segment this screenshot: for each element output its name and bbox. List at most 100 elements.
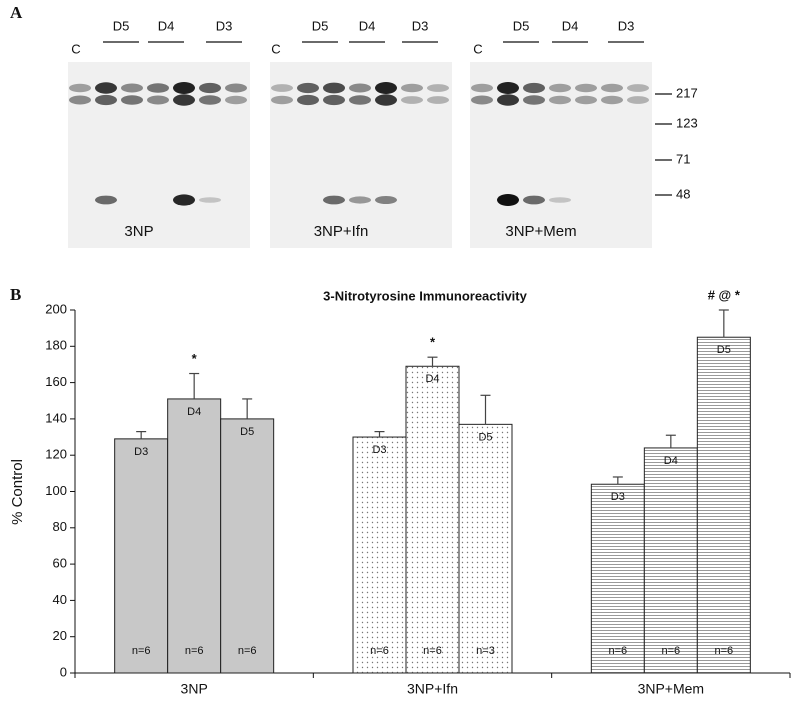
chart-title: 3-Nitrotyrosine Immunoreactivity bbox=[323, 288, 527, 303]
y-tick-label: 100 bbox=[45, 483, 67, 498]
y-tick-label: 120 bbox=[45, 447, 67, 462]
blot bbox=[68, 62, 250, 248]
bar-label: D3 bbox=[134, 446, 148, 458]
y-axis-label: % Control bbox=[9, 459, 26, 525]
bar bbox=[220, 418, 275, 674]
size-marker: 71 bbox=[676, 151, 690, 166]
band bbox=[401, 83, 423, 93]
band bbox=[271, 84, 293, 92]
bar-label: D3 bbox=[372, 444, 386, 456]
blot-label: 3NP+Mem bbox=[505, 223, 576, 240]
band bbox=[375, 82, 397, 94]
y-tick-label: 200 bbox=[45, 301, 67, 316]
band bbox=[225, 83, 247, 93]
band bbox=[297, 82, 319, 94]
blot bbox=[270, 62, 452, 248]
band bbox=[199, 82, 221, 94]
annotation: * bbox=[192, 351, 198, 366]
band bbox=[173, 94, 195, 106]
size-marker: 217 bbox=[676, 85, 698, 100]
band bbox=[349, 95, 371, 105]
y-tick-label: 140 bbox=[45, 410, 67, 425]
bar-label: D4 bbox=[425, 373, 439, 385]
blot-label: 3NP bbox=[124, 223, 153, 240]
lane-label: C bbox=[473, 41, 482, 56]
panel-label: B bbox=[10, 285, 21, 304]
band bbox=[323, 94, 345, 106]
n-label: n=6 bbox=[608, 645, 627, 657]
n-label: n=6 bbox=[185, 645, 204, 657]
lane-label: D4 bbox=[158, 18, 175, 33]
n-label: n=3 bbox=[476, 645, 495, 657]
bar-label: D4 bbox=[187, 406, 201, 418]
band bbox=[173, 82, 195, 94]
bar bbox=[458, 423, 513, 674]
band bbox=[523, 195, 545, 205]
band bbox=[199, 95, 221, 105]
lane-label: C bbox=[271, 41, 280, 56]
y-tick-label: 20 bbox=[53, 628, 67, 643]
band bbox=[375, 94, 397, 106]
band bbox=[497, 82, 519, 94]
band bbox=[69, 83, 91, 93]
blot-label: 3NP+Ifn bbox=[314, 223, 369, 240]
band bbox=[121, 83, 143, 93]
bar bbox=[696, 336, 751, 674]
band bbox=[427, 96, 449, 104]
n-label: n=6 bbox=[238, 645, 257, 657]
y-tick-label: 40 bbox=[53, 592, 67, 607]
blot bbox=[470, 62, 652, 248]
band bbox=[575, 95, 597, 105]
n-label: n=6 bbox=[423, 645, 442, 657]
band bbox=[323, 82, 345, 94]
y-tick-label: 80 bbox=[53, 519, 67, 534]
band bbox=[523, 95, 545, 105]
band bbox=[523, 82, 545, 94]
lane-label: D3 bbox=[216, 18, 233, 33]
band bbox=[549, 95, 571, 105]
band bbox=[375, 196, 397, 204]
panel-label: A bbox=[10, 3, 23, 22]
band bbox=[549, 83, 571, 93]
lane-label: D5 bbox=[113, 18, 130, 33]
n-label: n=6 bbox=[132, 645, 151, 657]
band bbox=[497, 94, 519, 106]
y-tick-label: 180 bbox=[45, 338, 67, 353]
band bbox=[575, 83, 597, 93]
band bbox=[627, 96, 649, 104]
bar bbox=[643, 447, 698, 674]
band bbox=[173, 194, 195, 206]
band bbox=[225, 95, 247, 105]
band bbox=[349, 196, 371, 204]
band bbox=[497, 194, 519, 206]
lane-label: C bbox=[71, 41, 80, 56]
bar bbox=[405, 365, 460, 674]
bar bbox=[114, 438, 169, 674]
band bbox=[401, 96, 423, 104]
band bbox=[95, 82, 117, 94]
bar bbox=[167, 398, 222, 674]
band bbox=[349, 83, 371, 93]
band bbox=[323, 195, 345, 205]
n-label: n=6 bbox=[661, 645, 680, 657]
band bbox=[147, 95, 169, 105]
bar-label: D5 bbox=[717, 344, 731, 356]
y-tick-label: 60 bbox=[53, 556, 67, 571]
band bbox=[199, 197, 221, 203]
band bbox=[601, 83, 623, 93]
lane-label: D4 bbox=[359, 18, 376, 33]
x-tick-label: 3NP bbox=[181, 681, 208, 697]
band bbox=[95, 195, 117, 205]
band bbox=[427, 84, 449, 92]
n-label: n=6 bbox=[370, 645, 389, 657]
n-label: n=6 bbox=[714, 645, 733, 657]
band bbox=[471, 95, 493, 105]
x-tick-label: 3NP+Ifn bbox=[407, 681, 458, 697]
band bbox=[147, 83, 169, 93]
lane-label: D3 bbox=[412, 18, 429, 33]
size-marker: 123 bbox=[676, 115, 698, 130]
band bbox=[297, 94, 319, 106]
band bbox=[271, 95, 293, 105]
